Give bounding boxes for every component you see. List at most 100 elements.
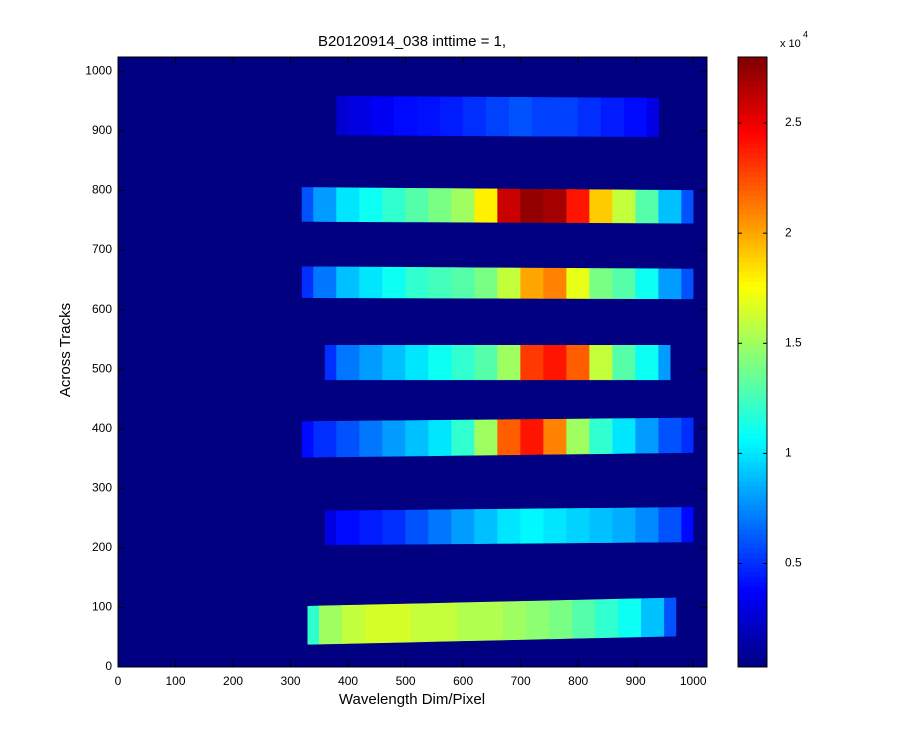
- colorbar-step: [738, 643, 767, 649]
- heat-cell: [474, 267, 498, 299]
- colorbar-step: [738, 362, 767, 368]
- colorbar-step: [738, 238, 767, 244]
- colorbar-step: [738, 228, 767, 234]
- colorbar-step: [738, 109, 767, 115]
- y-tick-label: 700: [92, 242, 112, 256]
- colorbar-step: [738, 404, 767, 411]
- colorbar-step: [738, 342, 767, 349]
- heat-cell: [336, 420, 360, 458]
- heat-cell: [336, 510, 360, 546]
- heat-cell: [612, 507, 636, 543]
- colorbar-step: [738, 447, 767, 454]
- colorbar-step: [738, 300, 767, 306]
- y-tick-label: 200: [92, 540, 112, 554]
- colorbar-step: [738, 366, 767, 373]
- heat-cell: [474, 508, 498, 544]
- colorbar-step: [738, 376, 767, 382]
- colorbar-step: [738, 443, 767, 449]
- heat-cell: [428, 345, 452, 381]
- colorbar-step: [738, 390, 767, 396]
- colorbar-step: [738, 319, 767, 325]
- colorbar-step: [738, 647, 767, 654]
- heat-cell: [451, 509, 475, 545]
- colorbar-step: [738, 118, 767, 125]
- heat-cell: [336, 187, 360, 222]
- heat-cell: [681, 507, 694, 543]
- heat-cell: [681, 268, 694, 300]
- heat-cell: [324, 510, 337, 546]
- colorbar-step: [738, 123, 767, 129]
- heat-cell: [370, 96, 395, 136]
- heat-cell: [439, 96, 464, 137]
- colorbar-step: [738, 428, 767, 434]
- heat-cell: [572, 599, 596, 639]
- heat-cell: [641, 597, 665, 638]
- colorbar-step: [738, 400, 767, 406]
- heat-cell: [428, 419, 452, 457]
- colorbar-step: [738, 185, 767, 191]
- heat-cell: [336, 266, 360, 299]
- colorbar-step: [738, 295, 767, 301]
- heat-cell: [595, 598, 619, 639]
- heat-cell: [451, 345, 475, 381]
- heat-cell: [388, 603, 412, 643]
- colorbar-step: [738, 485, 767, 492]
- colorbar-step: [738, 180, 767, 187]
- colorbar-step: [738, 138, 767, 144]
- heat-cell: [428, 267, 452, 299]
- colorbar-box: [737, 56, 768, 668]
- colorbar-step: [738, 652, 767, 658]
- heat-cell: [324, 345, 337, 381]
- heat-cell: [612, 418, 636, 454]
- colorbar-step: [738, 490, 767, 496]
- colorbar-step: [738, 357, 767, 363]
- heat-cell: [658, 345, 671, 381]
- colorbar-step: [738, 304, 767, 311]
- colorbar-step: [738, 338, 767, 344]
- y-tick-label: 300: [92, 480, 112, 494]
- x-tick-label: 200: [223, 674, 243, 688]
- heat-cell: [451, 419, 475, 456]
- colorbar-step: [738, 419, 767, 425]
- heat-cell: [577, 97, 602, 137]
- colorbar-step: [738, 533, 767, 539]
- y-tick-label: 500: [92, 361, 112, 375]
- colorbar-step: [738, 452, 767, 458]
- colorbar-step: [738, 190, 767, 196]
- heat-cell: [451, 267, 475, 299]
- heat-cell: [313, 187, 337, 222]
- heat-cell: [526, 600, 550, 640]
- heat-cell: [618, 598, 642, 638]
- heat-cell: [474, 345, 498, 381]
- colorbar-step: [738, 285, 767, 292]
- heat-cell: [382, 509, 406, 545]
- heat-cell: [428, 188, 452, 223]
- y-tick-label: 1000: [85, 63, 112, 77]
- colorbar-step: [738, 481, 767, 487]
- heat-cell: [531, 97, 556, 137]
- heat-cell: [428, 509, 452, 545]
- heat-cell: [434, 602, 458, 642]
- heat-cell: [681, 417, 694, 453]
- colorbar-step: [738, 433, 767, 439]
- x-axis-label: Wavelength Dim/Pixel: [339, 691, 485, 708]
- colorbar-step: [738, 538, 767, 544]
- heat-cell: [405, 345, 429, 381]
- heat-cell: [301, 187, 314, 222]
- colorbar-step: [738, 266, 767, 272]
- colorbar-step: [738, 552, 767, 558]
- heat-cell: [411, 603, 435, 643]
- image-layer: [118, 57, 707, 667]
- colorbar-step: [738, 624, 767, 630]
- heat-cell: [658, 507, 682, 543]
- y-tick-label: 100: [92, 600, 112, 614]
- heat-cell: [497, 267, 521, 299]
- heat-cell: [623, 97, 648, 138]
- heat-cell: [635, 268, 659, 300]
- heat-cell: [342, 604, 366, 644]
- heat-cell: [508, 96, 533, 137]
- colorbar-step: [738, 638, 767, 644]
- colorbar-tick-label: 1.5: [785, 335, 802, 349]
- heat-cell: [658, 268, 682, 300]
